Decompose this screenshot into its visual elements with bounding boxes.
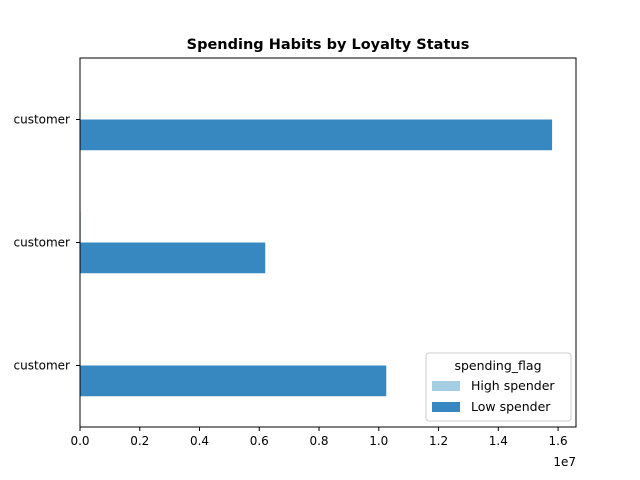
- legend-label-high-spender: High spender: [471, 378, 555, 393]
- bar-low-spender-0: [80, 119, 553, 151]
- x-axis: 0.0 0.2 0.4 0.6 0.8 1.0 1.2 1.4 1.6: [70, 427, 568, 448]
- legend-swatch-low-spender: [432, 402, 460, 412]
- y-tick-label-0: customer: [13, 113, 70, 127]
- x-tick-label-6: 1.2: [429, 434, 448, 448]
- legend: spending_flag High spender Low spender: [425, 352, 572, 422]
- x-tick-label-1: 0.2: [130, 434, 149, 448]
- legend-swatch-high-spender: [432, 381, 460, 391]
- legend-title: spending_flag: [454, 358, 541, 373]
- x-tick-label-2: 0.4: [190, 434, 209, 448]
- y-tick-label-2: customer: [13, 359, 70, 373]
- legend-box: [425, 352, 572, 422]
- y-axis: customer customer customer: [13, 113, 80, 373]
- x-tick-label-5: 1.0: [369, 434, 388, 448]
- x-tick-label-8: 1.6: [549, 434, 568, 448]
- x-tick-label-0: 0.0: [70, 434, 89, 448]
- bar-group: [80, 119, 553, 397]
- bar-low-spender-2: [80, 365, 387, 397]
- x-axis-offset-label: 1e7: [553, 455, 576, 469]
- y-tick-label-1: customer: [13, 236, 70, 250]
- x-tick-label-7: 1.4: [489, 434, 508, 448]
- plot-frame: [79, 57, 577, 428]
- chart-title: Spending Habits by Loyalty Status: [187, 37, 470, 53]
- x-tick-label-4: 0.8: [309, 434, 328, 448]
- bar-low-spender-1: [80, 242, 266, 274]
- legend-label-low-spender: Low spender: [471, 399, 551, 414]
- x-tick-label-3: 0.6: [250, 434, 269, 448]
